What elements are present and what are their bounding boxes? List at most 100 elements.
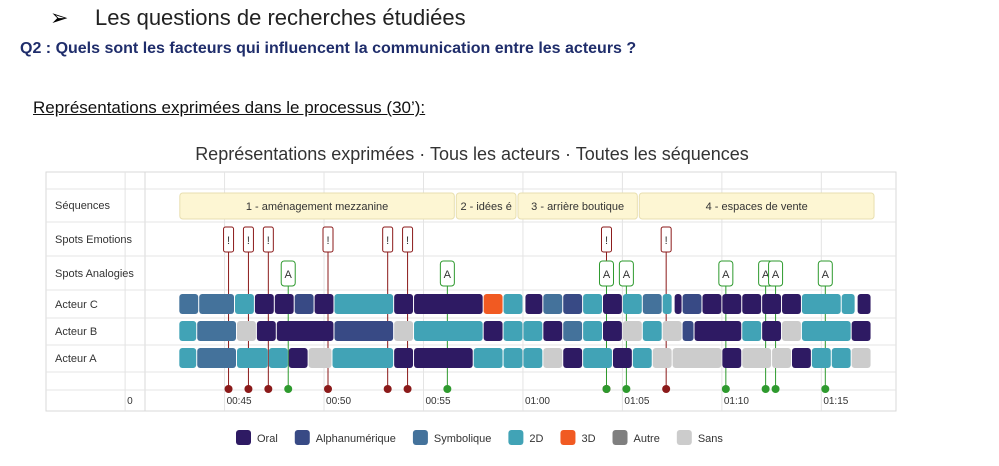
section-subheading: Représentations exprimées dans le proces… — [33, 98, 426, 117]
segment-acteur-b-14 — [603, 321, 622, 341]
x-tick-label-2: 00:50 — [326, 396, 351, 407]
emotion-dot-4 — [383, 385, 392, 393]
segment-acteur-a-24 — [831, 348, 851, 368]
x-tick-label-7: 01:15 — [823, 396, 848, 407]
emotion-dot-3 — [324, 385, 333, 393]
analogy-marker-glyph-4: A — [722, 269, 730, 281]
sequence-bar-0 — [179, 192, 455, 220]
x-tick-label-4: 01:00 — [525, 396, 550, 407]
row-label-5: Acteur A — [55, 353, 97, 365]
emotion-dot-7 — [662, 385, 671, 393]
emotion-dot-0 — [224, 385, 233, 393]
segment-acteur-b-6 — [394, 321, 414, 341]
analogy-marker-4 — [718, 260, 734, 287]
analogy-dot-2 — [602, 385, 611, 393]
research-question: Q2 : Quels sont les facteurs qui influen… — [20, 40, 637, 57]
segment-acteur-c-5 — [294, 294, 314, 314]
segment-acteur-b-3 — [256, 321, 276, 341]
segment-acteur-c-12 — [525, 294, 543, 314]
segment-acteur-c-19 — [662, 294, 672, 314]
sequence-bar-1 — [455, 192, 517, 220]
analogy-marker-glyph-3: A — [623, 269, 631, 281]
legend-swatch-1 — [294, 430, 310, 445]
segment-acteur-c-29 — [857, 294, 871, 314]
row-label-4: Acteur B — [55, 326, 97, 338]
row-label-1: Spots Emotions — [55, 234, 133, 246]
segment-acteur-a-4 — [288, 348, 308, 368]
emotion-marker-1 — [242, 226, 254, 253]
segment-acteur-b-18 — [682, 321, 694, 341]
segment-acteur-c-7 — [334, 294, 394, 314]
segment-acteur-c-11 — [503, 294, 523, 314]
segment-acteur-c-20 — [674, 294, 682, 314]
segment-acteur-a-6 — [332, 348, 394, 368]
segment-acteur-c-24 — [742, 294, 762, 314]
segment-acteur-a-1 — [197, 348, 237, 368]
segment-acteur-c-21 — [682, 294, 702, 314]
emotion-marker-glyph-5: ! — [406, 235, 409, 247]
segment-acteur-b-0 — [179, 321, 197, 341]
legend-swatch-2 — [412, 430, 428, 445]
analogy-marker-2 — [598, 260, 614, 287]
segment-acteur-c-9 — [414, 294, 483, 314]
legend-label-3: 2D — [529, 433, 543, 445]
segment-acteur-a-21 — [772, 348, 791, 368]
segment-acteur-c-18 — [642, 294, 662, 314]
segment-acteur-b-1 — [197, 321, 237, 341]
legend-label-4: 3D — [581, 433, 595, 445]
analogy-marker-0 — [280, 260, 296, 287]
emotion-marker-glyph-2: ! — [267, 235, 270, 247]
analogy-marker-glyph-5: A — [762, 269, 770, 281]
segment-acteur-c-2 — [235, 294, 254, 314]
emotion-marker-glyph-4: ! — [386, 235, 389, 247]
segment-acteur-a-5 — [308, 348, 332, 368]
legend-label-0: Oral — [257, 433, 278, 445]
segment-acteur-a-14 — [583, 348, 612, 368]
segment-acteur-b-5 — [334, 321, 394, 341]
segment-acteur-c-4 — [274, 294, 294, 314]
segment-acteur-a-22 — [791, 348, 811, 368]
legend-swatch-5 — [612, 430, 628, 445]
row-label-3: Acteur C — [55, 299, 98, 311]
segment-acteur-c-16 — [603, 294, 622, 314]
emotion-dot-1 — [244, 385, 253, 393]
segment-acteur-c-6 — [314, 294, 334, 314]
segment-acteur-b-9 — [503, 321, 523, 341]
sequence-bar-3 — [638, 192, 875, 220]
sequence-label-2: 3 - arrière boutique — [531, 201, 624, 213]
x-tick-label-5: 01:05 — [624, 396, 649, 407]
emotion-marker-glyph-1: ! — [247, 235, 250, 247]
segment-acteur-c-0 — [179, 294, 199, 314]
legend-swatch-4 — [560, 430, 576, 445]
emotion-dot-2 — [264, 385, 273, 393]
segment-acteur-c-23 — [722, 294, 742, 314]
segment-acteur-c-26 — [782, 294, 801, 314]
legend-label-2: Symbolique — [434, 433, 491, 445]
analogy-marker-glyph-0: A — [285, 269, 293, 281]
emotion-marker-glyph-6: ! — [605, 235, 608, 247]
segment-acteur-b-12 — [563, 321, 583, 341]
segment-acteur-a-2 — [237, 348, 268, 368]
segment-acteur-a-25 — [851, 348, 871, 368]
legend-swatch-3 — [508, 430, 524, 445]
segment-acteur-b-24 — [851, 321, 871, 341]
segment-acteur-c-3 — [254, 294, 274, 314]
legend-label-5: Autre — [634, 433, 660, 445]
analogy-marker-6 — [768, 260, 784, 287]
segment-acteur-b-21 — [762, 321, 782, 341]
segment-acteur-a-23 — [811, 348, 831, 368]
segment-acteur-c-14 — [563, 294, 583, 314]
segment-acteur-a-16 — [632, 348, 652, 368]
analogy-marker-7 — [817, 260, 833, 287]
x-tick-label-6: 01:10 — [724, 396, 749, 407]
analogy-dot-3 — [622, 385, 631, 393]
segment-acteur-b-17 — [662, 321, 682, 341]
analogy-marker-glyph-2: A — [603, 269, 611, 281]
segment-acteur-a-8 — [414, 348, 473, 368]
segment-acteur-b-2 — [237, 321, 256, 341]
legend-label-6: Sans — [698, 433, 724, 445]
segment-acteur-c-15 — [583, 294, 603, 314]
emotion-marker-glyph-0: ! — [227, 235, 230, 247]
sequence-bar-2 — [517, 192, 638, 220]
